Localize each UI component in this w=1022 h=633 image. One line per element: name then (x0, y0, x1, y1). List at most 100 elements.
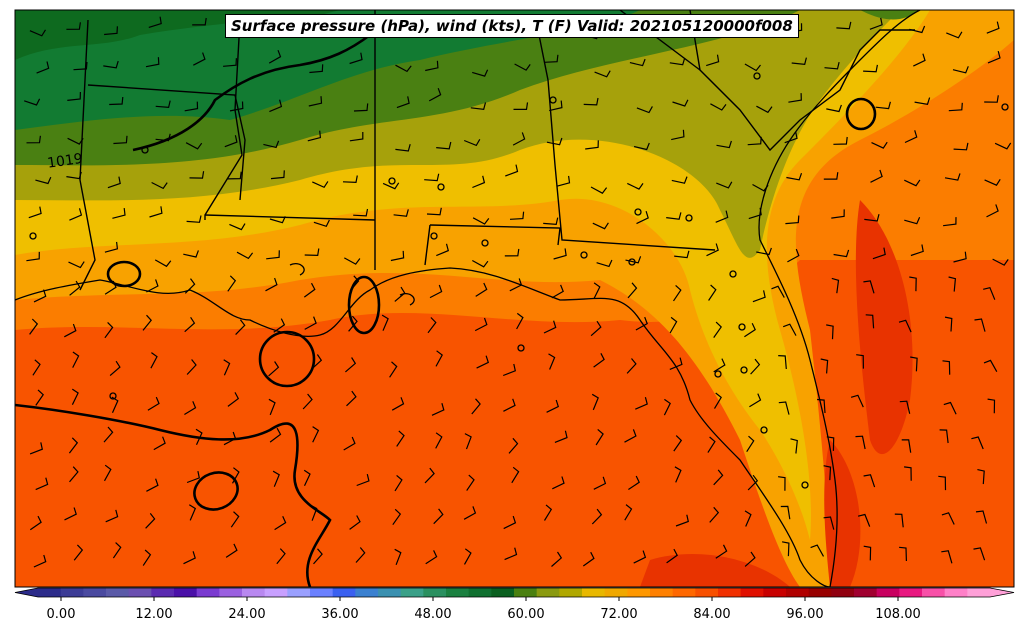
wind-barb (474, 317, 488, 332)
wind-barb (343, 436, 356, 451)
wind-barb (593, 353, 605, 368)
wind-barb (984, 178, 1001, 186)
wind-barb (946, 31, 963, 39)
colorbar-tick-label: 60.00 (507, 607, 545, 622)
map-title: Surface pressure (hPa), wind (kts), T (F… (225, 14, 799, 38)
wind-barb (145, 513, 156, 529)
wind-barb (856, 354, 864, 369)
wind-barb (590, 320, 602, 337)
wind-barb (715, 210, 729, 223)
wind-barb (263, 140, 280, 149)
colorbar-segment (423, 588, 447, 597)
wind-barb (771, 285, 785, 298)
wind-barb (953, 142, 969, 151)
colorbar-segment (944, 588, 968, 597)
wind-barb (269, 216, 286, 224)
wind-barb (556, 175, 571, 187)
wind-barb (544, 54, 559, 63)
wind-barb (594, 70, 611, 78)
wind-barb (186, 359, 197, 375)
wind-barb (899, 400, 911, 414)
wind-barb (466, 474, 475, 491)
wind-barb (986, 204, 999, 218)
wind-barb (901, 439, 912, 453)
wind-barb (69, 208, 83, 221)
wind-barb (865, 314, 875, 329)
wind-barb (904, 217, 921, 225)
wind-barb (894, 513, 904, 528)
wind-barb (273, 318, 286, 333)
wind-barb (345, 357, 357, 373)
wind-barb (590, 186, 608, 194)
colorbar-segment (695, 588, 719, 597)
wind-barb (909, 276, 917, 292)
wind-barb (303, 282, 316, 298)
colorbar-segment (854, 588, 878, 597)
wind-barb (463, 548, 472, 565)
wind-barb (67, 91, 81, 101)
colorbar-segment (559, 588, 583, 597)
wind-barb (33, 554, 47, 568)
wind-barb (971, 436, 984, 450)
colorbar-segment (604, 588, 628, 597)
wind-barb (992, 258, 1009, 266)
station-markers (29, 72, 1009, 489)
wind-barb (113, 135, 128, 145)
wind-barb (543, 504, 553, 521)
wind-barb (749, 393, 762, 408)
wind-barb (624, 504, 633, 521)
colorbar-segment (672, 588, 696, 597)
wind-barb (503, 515, 517, 530)
wind-barb (509, 278, 523, 292)
wind-barb (941, 512, 955, 525)
wind-barb (35, 176, 52, 185)
colorbar-segment (128, 588, 152, 597)
wind-barb (303, 469, 311, 487)
colorbar-segment (378, 588, 402, 597)
wind-barb (396, 96, 410, 109)
wind-barb (313, 219, 330, 228)
colorbar-segment (83, 588, 107, 597)
wind-barb (146, 478, 159, 492)
wind-barb (669, 316, 678, 334)
wind-barb (150, 352, 158, 369)
wind-barb (778, 355, 787, 370)
wind-barb (348, 315, 358, 332)
wind-barb (68, 437, 79, 454)
wind-barb (472, 175, 486, 189)
wind-barb (833, 249, 850, 258)
colorbar-tick-label: 12.00 (135, 607, 173, 622)
wind-barb (223, 359, 231, 376)
wind-barb (938, 475, 947, 491)
wind-barb (713, 469, 724, 486)
colorbar-segment (967, 588, 991, 597)
wind-barb (356, 473, 370, 487)
colorbar-segment (763, 588, 787, 597)
colorbar-segment (831, 588, 855, 597)
wind-barb (391, 397, 405, 411)
wind-barb (636, 211, 649, 225)
wind-barb (752, 183, 769, 192)
wind-barb (744, 322, 756, 338)
isobar-label: 1019 (46, 151, 84, 172)
wind-barb (671, 176, 688, 184)
wind-barb (269, 99, 283, 113)
colorbar-segment (106, 588, 130, 597)
wind-barb (944, 173, 961, 181)
wind-barb (820, 358, 829, 374)
wind-barb (983, 286, 996, 300)
wind-barb (313, 548, 323, 565)
wind-barb (36, 61, 50, 74)
wind-barb (952, 66, 969, 74)
colorbar-segment (786, 588, 810, 597)
wind-barb (26, 251, 40, 262)
wind-barb (223, 58, 237, 67)
wind-barb (145, 57, 160, 68)
wind-barb (395, 64, 412, 73)
wind-barb (516, 312, 524, 330)
wind-barb (983, 359, 998, 372)
wind-barb (898, 319, 912, 333)
wind-barb (103, 464, 112, 482)
wind-barb (155, 133, 171, 142)
wind-barb (236, 251, 254, 260)
